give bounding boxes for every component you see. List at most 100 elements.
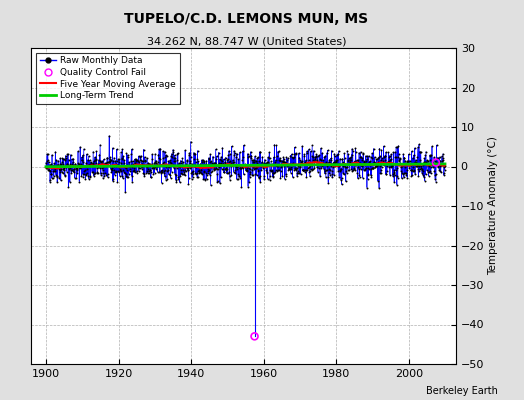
Point <box>333 152 341 158</box>
Point <box>108 162 116 169</box>
Point <box>126 166 135 172</box>
Point <box>267 161 276 167</box>
Point <box>222 165 231 171</box>
Point <box>139 146 148 153</box>
Point <box>431 172 439 178</box>
Point <box>300 151 309 157</box>
Point <box>319 157 328 164</box>
Point <box>53 174 62 180</box>
Point <box>165 164 173 170</box>
Point <box>390 170 398 176</box>
Point <box>168 162 176 168</box>
Point <box>226 151 234 157</box>
Point <box>113 179 122 185</box>
Point <box>248 166 256 173</box>
Point <box>414 172 422 179</box>
Point <box>389 173 397 180</box>
Point <box>98 158 106 164</box>
Point <box>96 170 105 176</box>
Point <box>68 156 76 162</box>
Point <box>243 164 252 171</box>
Point <box>165 171 173 178</box>
Point <box>111 169 119 175</box>
Point <box>281 161 289 167</box>
Point <box>380 160 388 167</box>
Point <box>136 156 145 163</box>
Point <box>214 165 222 172</box>
Point <box>162 152 170 158</box>
Point <box>236 164 244 171</box>
Point <box>49 168 58 174</box>
Point <box>273 153 281 160</box>
Point <box>357 166 365 172</box>
Point <box>216 156 225 163</box>
Point <box>335 168 344 174</box>
Point <box>181 172 189 178</box>
Point <box>440 172 448 178</box>
Point <box>196 163 205 170</box>
Point <box>79 174 88 181</box>
Point <box>169 149 178 155</box>
Point <box>326 172 334 178</box>
Point <box>441 163 449 170</box>
Point <box>338 156 346 162</box>
Point <box>149 163 157 169</box>
Point <box>425 152 434 158</box>
Point <box>285 166 293 172</box>
Point <box>178 163 187 170</box>
Point <box>130 168 138 174</box>
Point <box>132 156 140 163</box>
Point <box>79 158 88 165</box>
Point <box>134 153 143 159</box>
Point <box>147 164 156 171</box>
Point <box>324 174 332 180</box>
Point <box>330 159 338 166</box>
Point <box>380 153 389 160</box>
Point <box>412 163 421 169</box>
Point <box>199 157 207 163</box>
Point <box>245 179 253 185</box>
Point <box>106 158 115 164</box>
Point <box>355 166 363 172</box>
Point <box>62 164 70 170</box>
Point <box>65 166 73 172</box>
Point <box>434 160 443 166</box>
Point <box>176 173 184 180</box>
Point <box>238 148 247 154</box>
Point <box>397 164 406 170</box>
Point <box>60 156 68 162</box>
Point <box>250 333 259 340</box>
Point <box>308 153 316 159</box>
Point <box>50 166 59 172</box>
Point <box>241 164 249 170</box>
Point <box>128 178 136 185</box>
Point <box>78 157 86 164</box>
Point <box>397 162 405 169</box>
Point <box>396 161 405 167</box>
Point <box>182 164 191 171</box>
Point <box>365 166 373 172</box>
Point <box>237 163 246 169</box>
Point <box>107 165 116 171</box>
Point <box>57 166 66 173</box>
Point <box>325 156 334 163</box>
Point <box>192 171 200 177</box>
Point <box>124 152 132 158</box>
Point <box>359 167 368 173</box>
Point <box>388 163 396 170</box>
Point <box>342 167 351 174</box>
Point <box>270 170 278 176</box>
Point <box>333 160 341 167</box>
Point <box>395 157 403 164</box>
Point <box>73 164 82 171</box>
Point <box>170 158 178 164</box>
Point <box>42 159 50 166</box>
Point <box>183 157 191 163</box>
Point <box>247 148 255 155</box>
Point <box>416 157 424 164</box>
Point <box>134 158 142 164</box>
Point <box>388 162 397 168</box>
Point <box>49 162 58 169</box>
Point <box>179 169 188 175</box>
Point <box>204 166 213 172</box>
